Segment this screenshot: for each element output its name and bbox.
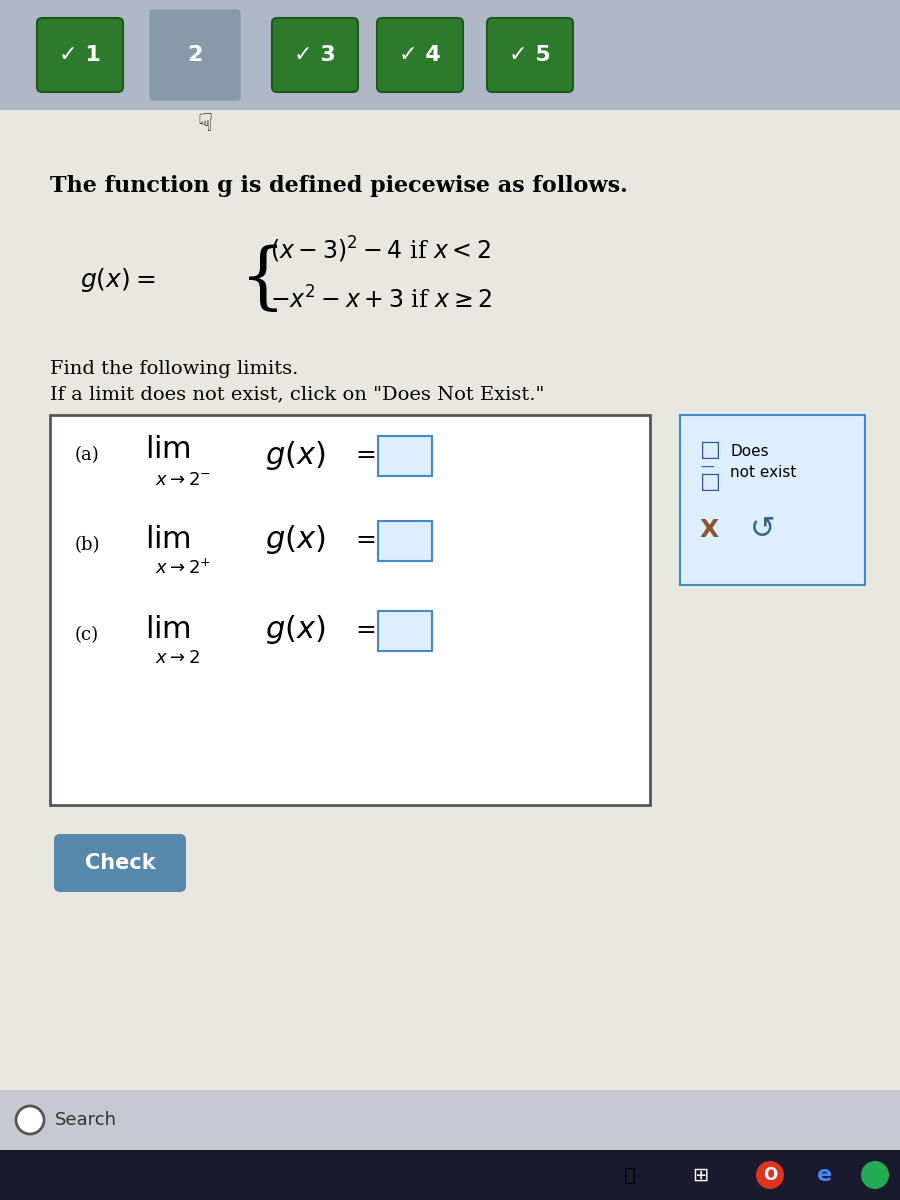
Text: (b): (b) <box>75 536 101 554</box>
Text: $g(x)$: $g(x)$ <box>265 523 326 557</box>
Circle shape <box>16 1106 44 1134</box>
Text: ✓ 3: ✓ 3 <box>294 44 336 65</box>
FancyBboxPatch shape <box>272 18 358 92</box>
Text: Find the following limits.: Find the following limits. <box>50 360 299 378</box>
Text: □: □ <box>700 472 721 492</box>
Text: O: O <box>763 1166 777 1184</box>
Text: $\lim$: $\lim$ <box>145 614 191 646</box>
Text: $\lim$: $\lim$ <box>145 524 191 556</box>
FancyBboxPatch shape <box>377 18 463 92</box>
FancyBboxPatch shape <box>37 18 123 92</box>
Text: $x \rightarrow 2^{+}$: $x \rightarrow 2^{+}$ <box>155 558 212 577</box>
Text: {: { <box>240 245 286 316</box>
Text: If a limit does not exist, click on "Does Not Exist.": If a limit does not exist, click on "Doe… <box>50 385 544 403</box>
Text: $x \rightarrow 2^{-}$: $x \rightarrow 2^{-}$ <box>155 470 212 490</box>
Text: (c): (c) <box>75 626 99 644</box>
FancyBboxPatch shape <box>378 436 432 476</box>
Text: —: — <box>700 461 714 475</box>
FancyBboxPatch shape <box>50 415 650 805</box>
FancyBboxPatch shape <box>0 1090 900 1150</box>
Text: Does
not exist: Does not exist <box>730 444 796 480</box>
Text: □: □ <box>700 440 721 460</box>
Text: $\lim$: $\lim$ <box>145 434 191 466</box>
Circle shape <box>861 1162 889 1189</box>
Text: ⊞: ⊞ <box>692 1165 708 1184</box>
Text: ☟: ☟ <box>197 112 212 136</box>
Circle shape <box>756 1162 784 1189</box>
Text: $-x^{2}-x+3$ if $x \geq 2$: $-x^{2}-x+3$ if $x \geq 2$ <box>270 287 492 313</box>
Text: 🎤: 🎤 <box>624 1165 636 1184</box>
Text: ✓ 4: ✓ 4 <box>399 44 441 65</box>
Text: (a): (a) <box>75 446 100 464</box>
Text: 2: 2 <box>187 44 202 65</box>
FancyBboxPatch shape <box>54 834 186 892</box>
FancyBboxPatch shape <box>487 18 573 92</box>
Text: X: X <box>700 518 719 542</box>
Text: e: e <box>817 1165 833 1186</box>
FancyBboxPatch shape <box>0 0 900 110</box>
Text: Check: Check <box>85 853 156 874</box>
FancyBboxPatch shape <box>148 8 242 102</box>
Text: ✓ 1: ✓ 1 <box>59 44 101 65</box>
Text: Search: Search <box>55 1111 117 1129</box>
FancyBboxPatch shape <box>680 415 865 584</box>
FancyBboxPatch shape <box>0 110 900 1090</box>
Text: ↺: ↺ <box>750 516 776 545</box>
Text: ✓ 5: ✓ 5 <box>509 44 551 65</box>
Text: $g(x)$: $g(x)$ <box>265 438 326 472</box>
Text: =: = <box>355 528 376 552</box>
Text: The function g is defined piecewise as follows.: The function g is defined piecewise as f… <box>50 175 628 197</box>
Text: =: = <box>355 443 376 467</box>
FancyBboxPatch shape <box>378 611 432 650</box>
Text: $g(x) =$: $g(x) =$ <box>80 266 156 294</box>
Text: $x \rightarrow 2$: $x \rightarrow 2$ <box>155 649 200 667</box>
FancyBboxPatch shape <box>378 521 432 560</box>
Text: $g(x)$: $g(x)$ <box>265 613 326 647</box>
FancyBboxPatch shape <box>0 1150 900 1200</box>
Text: =: = <box>355 618 376 642</box>
Text: $(x-3)^{2}-4$ if $x < 2$: $(x-3)^{2}-4$ if $x < 2$ <box>270 235 491 265</box>
